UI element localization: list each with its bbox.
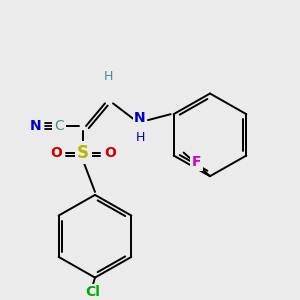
- Text: F: F: [192, 155, 201, 170]
- Text: S: S: [77, 144, 89, 162]
- Text: Cl: Cl: [85, 285, 100, 299]
- Text: N: N: [134, 111, 146, 125]
- Text: H: H: [135, 131, 145, 144]
- Text: N: N: [30, 119, 42, 133]
- Text: O: O: [104, 146, 116, 160]
- Text: H: H: [103, 70, 113, 83]
- Text: C: C: [54, 119, 64, 133]
- Text: O: O: [50, 146, 62, 160]
